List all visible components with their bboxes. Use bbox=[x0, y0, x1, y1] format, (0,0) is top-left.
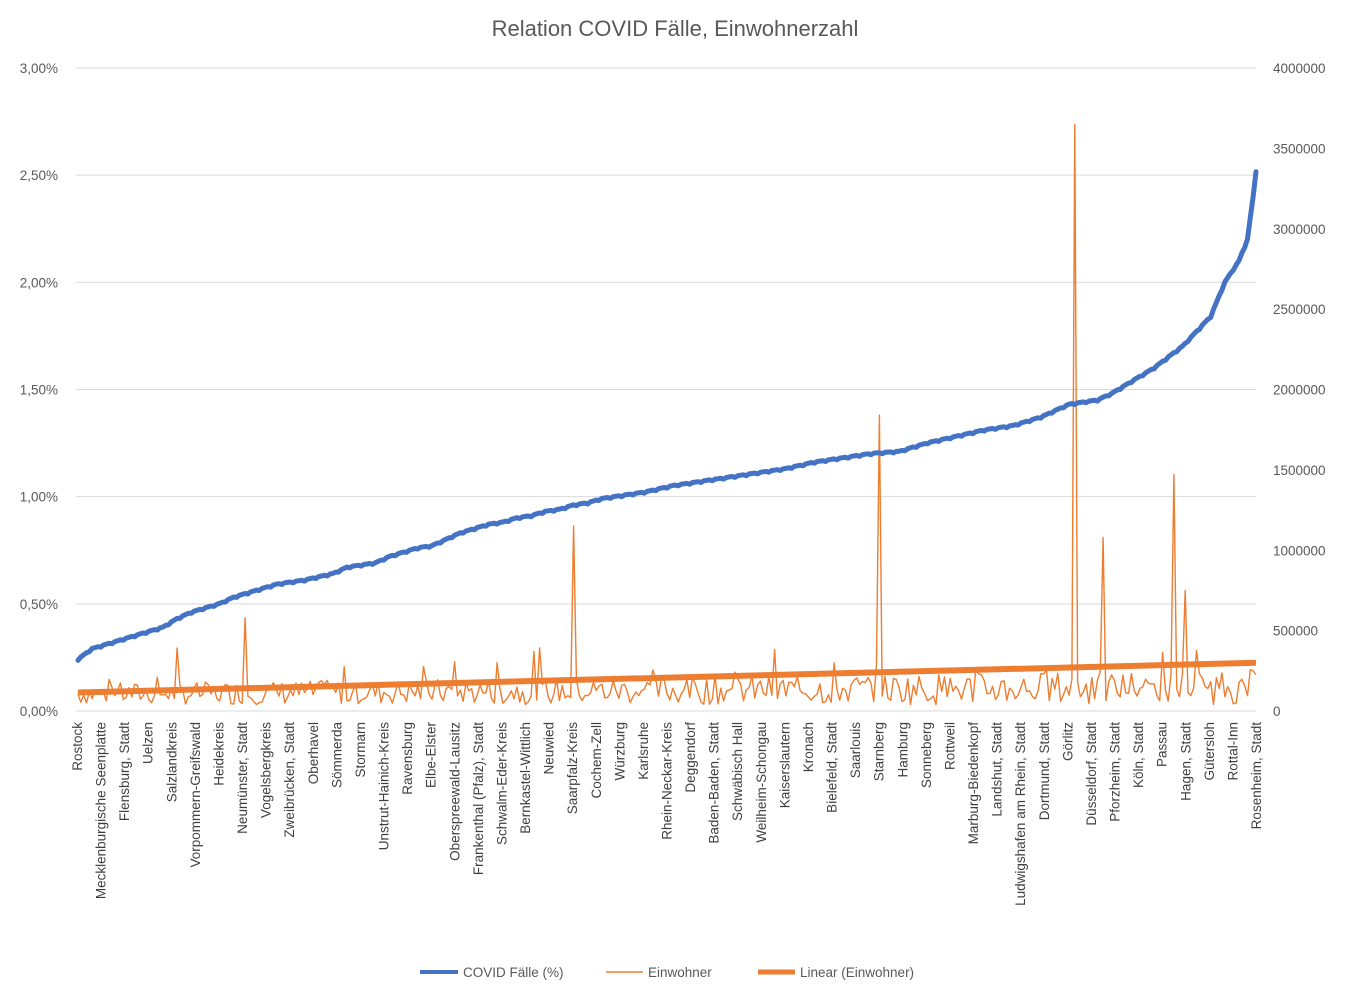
left-tick-label: 0,00% bbox=[20, 704, 58, 719]
category-label: Rottal-Inn bbox=[1225, 722, 1240, 781]
legend-einwohner-label: Einwohner bbox=[648, 965, 712, 980]
category-label: Starnberg bbox=[872, 722, 887, 781]
category-label: Saarpfalz-Kreis bbox=[565, 722, 580, 815]
category-label: Schwalm-Eder-Kreis bbox=[494, 722, 509, 845]
category-label: Hamburg bbox=[895, 722, 910, 778]
series-covid-line bbox=[75, 169, 1259, 663]
category-label: Würzburg bbox=[612, 722, 627, 781]
category-label: Elbe-Elster bbox=[424, 722, 439, 789]
category-label: Saarlouis bbox=[848, 722, 863, 779]
category-label: Kaiserslautern bbox=[777, 722, 792, 808]
category-label: Neumünster, Stadt bbox=[235, 722, 250, 834]
category-label: Heidekreis bbox=[212, 722, 227, 786]
left-tick-label: 2,50% bbox=[20, 168, 58, 183]
category-label: Gütersloh bbox=[1202, 722, 1217, 781]
left-tick-label: 1,00% bbox=[20, 490, 58, 505]
category-label: Oberspreewald-Lausitz bbox=[447, 722, 462, 861]
category-label: Bernkastel-Wittlich bbox=[518, 722, 533, 834]
category-label: Unstrut-Hainich-Kreis bbox=[377, 722, 392, 851]
category-label: Neuwied bbox=[542, 722, 557, 775]
category-label: Frankenthal (Pfalz), Stadt bbox=[471, 722, 486, 875]
legend-linear-label: Linear (Einwohner) bbox=[800, 965, 914, 980]
right-tick-label: 1500000 bbox=[1273, 463, 1326, 478]
series-einwohner-line bbox=[77, 123, 1257, 706]
category-label: Hagen, Stadt bbox=[1178, 722, 1193, 801]
category-label: Ravensburg bbox=[400, 722, 415, 795]
category-label: Cochem-Zell bbox=[589, 722, 604, 799]
category-label: Rosenheim, Stadt bbox=[1249, 722, 1264, 830]
right-axis-ticks: 0 500000 1000000 1500000 2000000 2500000 30000… bbox=[1273, 61, 1326, 719]
category-label: Passau bbox=[1155, 722, 1170, 767]
left-axis-ticks: 0,00% 0,50% 1,00% 1,50% 2,00% 2,50% 3,00% bbox=[20, 61, 58, 719]
left-tick-label: 3,00% bbox=[20, 61, 58, 76]
left-tick-label: 0,50% bbox=[20, 597, 58, 612]
category-label: Köln, Stadt bbox=[1131, 722, 1146, 788]
category-label: Uelzen bbox=[141, 722, 156, 764]
category-label: Rottweil bbox=[943, 722, 958, 770]
series-layer bbox=[75, 123, 1259, 706]
category-label: Landshut, Stadt bbox=[990, 722, 1005, 817]
category-label: Dortmund, Stadt bbox=[1037, 722, 1052, 821]
right-tick-label: 3000000 bbox=[1273, 222, 1326, 237]
category-label: Düsseldorf, Stadt bbox=[1084, 722, 1099, 826]
category-label: Oberhavel bbox=[306, 722, 321, 784]
category-label: Salzlandkreis bbox=[164, 722, 179, 803]
left-tick-label: 2,00% bbox=[20, 275, 58, 290]
legend-einwohner: Einwohner bbox=[606, 965, 712, 980]
category-label: Rostock bbox=[70, 722, 85, 771]
category-label: Görlitz bbox=[1060, 722, 1075, 761]
series-linear-trend-line bbox=[77, 659, 1257, 696]
category-label: Kronach bbox=[801, 722, 816, 772]
category-label: Marburg-Biedenkopf bbox=[966, 722, 981, 845]
legend-linear: Linear (Einwohner) bbox=[758, 965, 914, 980]
category-label: Sonneberg bbox=[919, 722, 934, 788]
category-label: Mecklenburgische Seenplatte bbox=[94, 722, 109, 899]
left-tick-label: 1,50% bbox=[20, 383, 58, 398]
category-label: Vogelsbergkreis bbox=[259, 722, 274, 818]
category-label: Rhein-Neckar-Kreis bbox=[660, 722, 675, 840]
category-label: Vorpommern-Greifswald bbox=[188, 722, 203, 868]
category-label: Bielefeld, Stadt bbox=[825, 722, 840, 813]
legend-covid: COVID Fälle (%) bbox=[420, 965, 564, 980]
right-tick-label: 3500000 bbox=[1273, 141, 1326, 156]
right-tick-label: 2500000 bbox=[1273, 302, 1326, 317]
category-label: Sömmerda bbox=[329, 722, 344, 789]
right-tick-label: 0 bbox=[1273, 704, 1281, 719]
category-label: Deggendorf bbox=[683, 722, 698, 793]
category-label: Stormarn bbox=[353, 722, 368, 778]
right-tick-label: 500000 bbox=[1273, 624, 1318, 639]
chart-title: Relation COVID Fälle, Einwohnerzahl bbox=[492, 16, 859, 41]
gridlines bbox=[76, 67, 1256, 712]
category-label: Schwäbisch Hall bbox=[730, 722, 745, 821]
category-label: Flensburg, Stadt bbox=[117, 722, 132, 821]
category-label: Zweibrücken, Stadt bbox=[282, 722, 297, 838]
category-label: Pforzheim, Stadt bbox=[1108, 722, 1123, 822]
right-tick-label: 4000000 bbox=[1273, 61, 1326, 76]
right-tick-label: 2000000 bbox=[1273, 383, 1326, 398]
category-label: Karlsruhe bbox=[636, 722, 651, 780]
category-label: Ludwigshafen am Rhein, Stadt bbox=[1013, 722, 1028, 906]
right-tick-label: 1000000 bbox=[1273, 543, 1326, 558]
category-label: Weilheim-Schongau bbox=[754, 722, 769, 843]
category-label: Baden-Baden, Stadt bbox=[707, 722, 722, 844]
legend-covid-label: COVID Fälle (%) bbox=[463, 965, 564, 980]
legend: COVID Fälle (%) Einwohner Linear (Einwohne… bbox=[420, 965, 914, 980]
category-axis-labels: Rostock Mecklenburgische Seenplatte Flensb… bbox=[70, 722, 1264, 906]
